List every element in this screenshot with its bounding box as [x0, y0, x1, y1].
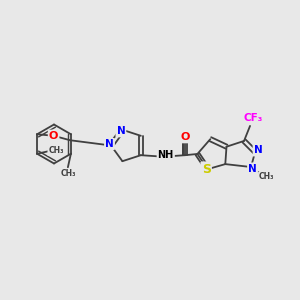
Text: N: N	[116, 126, 125, 136]
Text: O: O	[180, 132, 190, 142]
Text: CH₃: CH₃	[259, 172, 274, 182]
Text: O: O	[49, 131, 58, 141]
Text: CH₃: CH₃	[60, 169, 76, 178]
Text: N: N	[105, 139, 114, 149]
Text: S: S	[202, 163, 211, 176]
Text: N: N	[248, 164, 257, 173]
Text: CF₃: CF₃	[243, 112, 263, 122]
Text: NH: NH	[158, 150, 174, 160]
Text: CH₃: CH₃	[48, 146, 64, 155]
Text: N: N	[254, 146, 262, 155]
